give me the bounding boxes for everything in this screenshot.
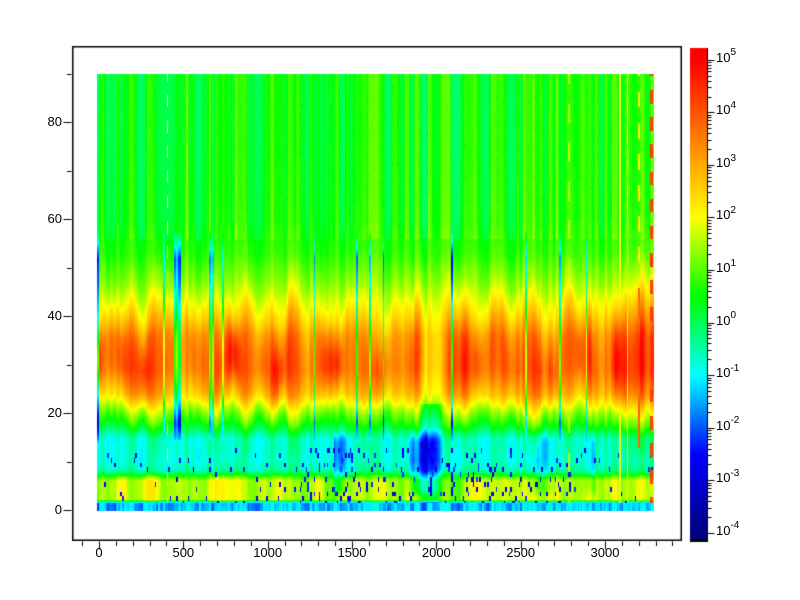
x-tick-label-0: 0 [95, 545, 103, 560]
y-tick-label-80: 80 [47, 114, 62, 130]
x-tick-label-500: 500 [172, 545, 195, 560]
colorbar-tick-label-1e5: 105 [716, 47, 737, 65]
colorbar-tick-label-1e-3: 10-3 [716, 467, 740, 486]
y-tick-label-40: 40 [47, 308, 62, 324]
colorbar-tick-label-1e1: 101 [716, 257, 737, 276]
colorbar-tick-label-1e2: 102 [716, 205, 737, 223]
x-tick-label-2500: 2500 [506, 545, 536, 560]
y-tick-label-0: 0 [54, 502, 62, 518]
colorbar-tick-label-1e0: 100 [716, 310, 737, 328]
colorbar-tick-label-1e-2: 10-2 [716, 415, 740, 433]
colorbar-tick-label-1e-4: 10-4 [716, 520, 740, 538]
x-tick-label-2000: 2000 [421, 545, 451, 560]
colorbar [690, 48, 708, 542]
x-tick-label-1500: 1500 [337, 545, 367, 560]
colorbar-tick-label-1e-1: 10-1 [716, 362, 740, 381]
y-tick-label-20: 20 [47, 405, 62, 421]
x-tick-label-3000: 3000 [590, 545, 620, 560]
colorbar-tick-label-1e3: 103 [716, 152, 737, 170]
colorbar-tick-label-1e4: 104 [716, 100, 737, 118]
y-tick-label-60: 60 [47, 211, 62, 227]
plot-area [72, 46, 682, 541]
x-tick-label-1000: 1000 [253, 545, 283, 560]
